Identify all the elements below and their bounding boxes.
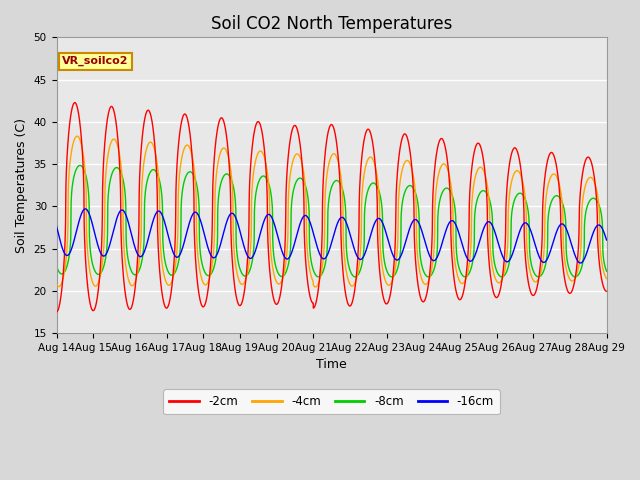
-16cm	[284, 256, 292, 262]
-2cm	[284, 159, 292, 165]
-2cm	[452, 289, 460, 295]
-8cm	[603, 268, 611, 274]
-2cm	[52, 309, 60, 315]
-4cm	[288, 161, 296, 167]
-4cm	[603, 276, 611, 281]
-4cm	[559, 205, 566, 211]
-4cm	[52, 281, 60, 287]
-4cm	[314, 281, 322, 287]
-16cm	[452, 223, 460, 228]
-16cm	[586, 240, 594, 246]
Title: Soil CO2 North Temperatures: Soil CO2 North Temperatures	[211, 15, 452, 33]
-8cm	[586, 198, 594, 204]
-2cm	[314, 289, 322, 295]
-16cm	[559, 221, 566, 227]
-16cm	[81, 206, 89, 212]
Line: -8cm: -8cm	[56, 166, 607, 277]
-4cm	[312, 284, 319, 290]
-8cm	[314, 274, 322, 280]
-16cm	[314, 247, 322, 252]
-8cm	[284, 264, 292, 270]
-8cm	[76, 163, 84, 168]
Line: -16cm: -16cm	[56, 209, 607, 263]
-2cm	[603, 288, 611, 294]
-2cm	[586, 156, 594, 161]
-8cm	[52, 263, 60, 269]
-2cm	[288, 127, 296, 133]
Line: -4cm: -4cm	[56, 136, 607, 287]
Y-axis label: Soil Temperatures (C): Soil Temperatures (C)	[15, 118, 28, 252]
Legend: -2cm, -4cm, -8cm, -16cm: -2cm, -4cm, -8cm, -16cm	[163, 389, 500, 414]
-4cm	[284, 236, 292, 241]
-4cm	[586, 175, 594, 180]
-16cm	[603, 237, 611, 243]
-16cm	[288, 248, 296, 254]
-4cm	[452, 268, 460, 274]
-8cm	[288, 195, 296, 201]
-8cm	[559, 201, 566, 206]
-8cm	[534, 274, 542, 280]
Text: VR_soilco2: VR_soilco2	[62, 56, 129, 66]
-16cm	[577, 260, 584, 266]
-2cm	[559, 258, 566, 264]
X-axis label: Time: Time	[316, 359, 347, 372]
-16cm	[52, 223, 60, 229]
Line: -2cm: -2cm	[56, 103, 607, 312]
-2cm	[71, 100, 79, 106]
-4cm	[74, 133, 81, 139]
-8cm	[452, 245, 460, 251]
